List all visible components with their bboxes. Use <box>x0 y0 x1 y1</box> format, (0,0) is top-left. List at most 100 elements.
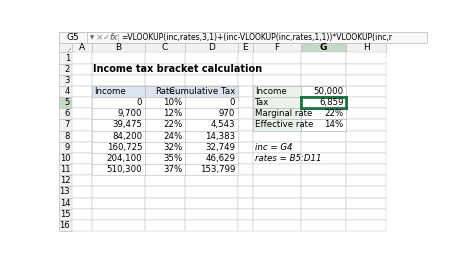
Bar <box>301 43 346 52</box>
Bar <box>253 209 301 220</box>
Bar <box>301 108 346 119</box>
Bar <box>301 153 346 164</box>
Text: 22%: 22% <box>163 120 182 130</box>
Bar <box>253 186 301 198</box>
Text: G: G <box>320 43 327 52</box>
Bar <box>301 209 346 220</box>
Text: 970: 970 <box>219 109 235 118</box>
Bar <box>185 108 237 119</box>
Bar <box>145 175 185 186</box>
Text: 0: 0 <box>137 98 142 107</box>
Bar <box>253 108 301 119</box>
Text: 10%: 10% <box>163 98 182 107</box>
Bar <box>253 198 301 209</box>
Text: 14: 14 <box>60 199 70 208</box>
Bar <box>185 164 237 175</box>
Bar <box>72 119 92 131</box>
Bar <box>346 52 386 64</box>
Bar <box>59 164 72 175</box>
Text: 1: 1 <box>65 53 70 62</box>
Bar <box>145 142 185 153</box>
Bar <box>72 198 92 209</box>
Bar <box>301 97 346 108</box>
Bar <box>92 108 145 119</box>
Bar <box>59 142 72 153</box>
Bar <box>92 119 145 131</box>
Bar <box>145 75 185 86</box>
Text: 32,749: 32,749 <box>205 143 235 152</box>
Text: 37%: 37% <box>163 165 182 174</box>
Text: C: C <box>162 43 168 52</box>
Bar <box>145 64 185 75</box>
Bar <box>253 97 301 108</box>
Bar <box>253 86 301 97</box>
Bar <box>185 186 237 198</box>
Bar <box>301 75 346 86</box>
Text: 46,629: 46,629 <box>205 154 235 163</box>
Text: 9,700: 9,700 <box>118 109 142 118</box>
Bar <box>72 153 92 164</box>
Bar <box>92 86 145 97</box>
Bar <box>346 164 386 175</box>
Text: 11: 11 <box>60 165 70 174</box>
Bar <box>145 119 185 131</box>
Bar <box>145 209 185 220</box>
Bar <box>346 186 386 198</box>
Bar <box>92 142 145 153</box>
Bar <box>346 108 386 119</box>
Bar <box>92 97 145 108</box>
Bar <box>145 97 185 108</box>
Bar <box>92 52 145 64</box>
Bar <box>185 119 237 131</box>
Bar <box>92 142 145 153</box>
Bar <box>301 86 346 97</box>
Text: ×: × <box>96 33 103 42</box>
Bar <box>185 153 237 164</box>
Bar <box>253 131 301 142</box>
Bar <box>92 153 145 164</box>
Bar <box>59 153 72 164</box>
Text: E: E <box>242 43 248 52</box>
Text: fx: fx <box>109 33 118 42</box>
Bar <box>301 108 346 119</box>
Bar <box>145 153 185 164</box>
Bar <box>253 43 301 52</box>
Bar <box>301 119 346 131</box>
Bar <box>145 220 185 231</box>
Bar <box>72 108 92 119</box>
Bar <box>92 175 145 186</box>
Text: Cumulative Tax: Cumulative Tax <box>169 87 235 96</box>
Text: 14%: 14% <box>324 120 344 130</box>
Bar <box>237 153 253 164</box>
Bar <box>237 43 253 52</box>
Bar <box>185 175 237 186</box>
Text: 160,725: 160,725 <box>107 143 142 152</box>
Text: 14,383: 14,383 <box>205 132 235 141</box>
Bar <box>59 186 72 198</box>
Bar <box>301 186 346 198</box>
Text: 16: 16 <box>59 221 70 230</box>
Bar <box>59 175 72 186</box>
Bar <box>59 220 72 231</box>
Bar <box>92 86 145 97</box>
Text: F: F <box>274 43 280 52</box>
Bar <box>72 97 92 108</box>
Bar <box>185 52 237 64</box>
Bar <box>237 52 253 64</box>
Text: 22%: 22% <box>324 109 344 118</box>
Text: =VLOOKUP(inc,rates,3,1)+(inc-VLOOKUP(inc,rates,1,1))*VLOOKUP(inc,r: =VLOOKUP(inc,rates,3,1)+(inc-VLOOKUP(inc… <box>121 33 392 42</box>
Bar <box>185 75 237 86</box>
Bar <box>145 131 185 142</box>
Bar <box>145 52 185 64</box>
Bar <box>253 52 301 64</box>
Bar <box>346 131 386 142</box>
Text: 13: 13 <box>59 187 70 197</box>
Text: G5: G5 <box>67 33 80 42</box>
Bar <box>346 198 386 209</box>
Bar <box>253 75 301 86</box>
Text: H: H <box>363 43 370 52</box>
Text: ✓: ✓ <box>102 33 109 42</box>
Bar <box>237 220 253 231</box>
Text: 12: 12 <box>60 176 70 185</box>
Bar <box>185 119 237 131</box>
